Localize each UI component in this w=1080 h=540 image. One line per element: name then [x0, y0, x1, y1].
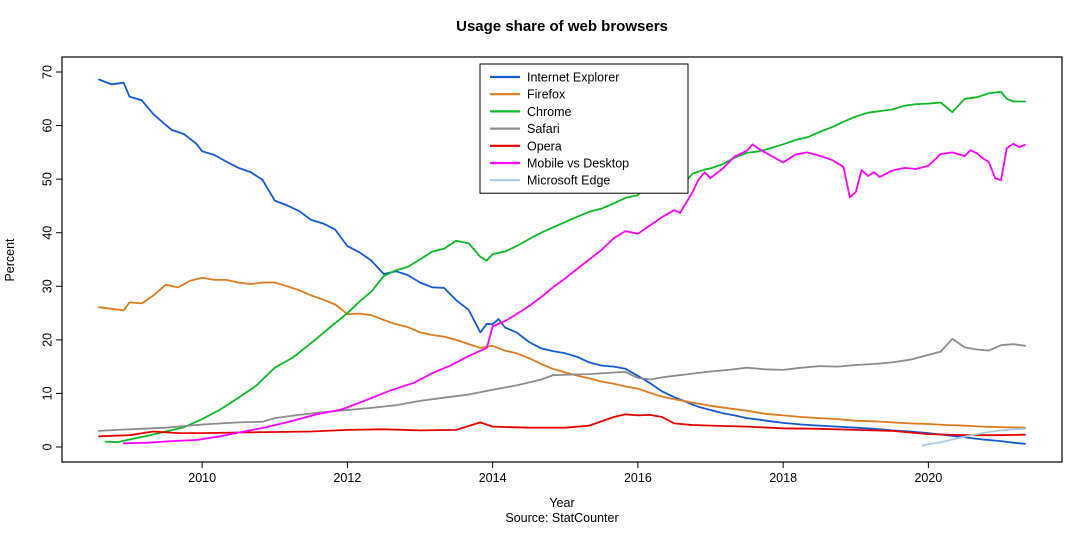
x-tick-label: 2010 [188, 471, 216, 485]
plot-border [61, 56, 1063, 463]
x-tick-label: 2016 [624, 471, 652, 485]
plot-area: 2010 2012 2014 2016 2018 2020 0 10 20 30 40 50 60 70 I… [40, 56, 1063, 485]
legend-label-opera: Opera [527, 139, 562, 153]
legend-label-firefox: Firefox [527, 88, 566, 102]
y-tick-label: 20 [40, 333, 54, 347]
y-tick-label: 50 [40, 172, 54, 186]
series-line-chrome [104, 90, 1026, 444]
y-tick-label: 30 [40, 279, 54, 293]
x-tick-label: 2020 [914, 471, 942, 485]
x-axis-label: Year [549, 496, 574, 510]
chart-title: Usage share of web browsers [456, 18, 668, 35]
source-caption: Source: StatCounter [505, 511, 618, 525]
legend-label-safari: Safari [527, 122, 560, 136]
series-line-mobile-vs-desktop [122, 142, 1026, 445]
y-tick-label: 60 [40, 119, 54, 133]
legend-label-microsoft-edge: Microsoft Edge [527, 174, 610, 188]
legend-label-chrome: Chrome [527, 105, 572, 119]
y-tick-label: 10 [40, 386, 54, 400]
x-tick-label: 2018 [769, 471, 797, 485]
legend-label-internet-explorer: Internet Explorer [527, 71, 619, 85]
x-tick-label: 2012 [333, 471, 361, 485]
y-tick-label: 0 [40, 443, 54, 450]
series-line-firefox [98, 276, 1026, 429]
series-line-opera [98, 413, 1026, 438]
series-line-microsoft-edge [921, 427, 1026, 447]
x-tick-label: 2014 [479, 471, 507, 485]
y-tick-label: 70 [40, 65, 54, 79]
y-tick-label: 40 [40, 226, 54, 240]
series-line-internet-explorer [98, 78, 1026, 445]
y-axis-label: Percent [3, 238, 17, 282]
legend-label-mobile-vs-desktop: Mobile vs Desktop [527, 157, 629, 171]
